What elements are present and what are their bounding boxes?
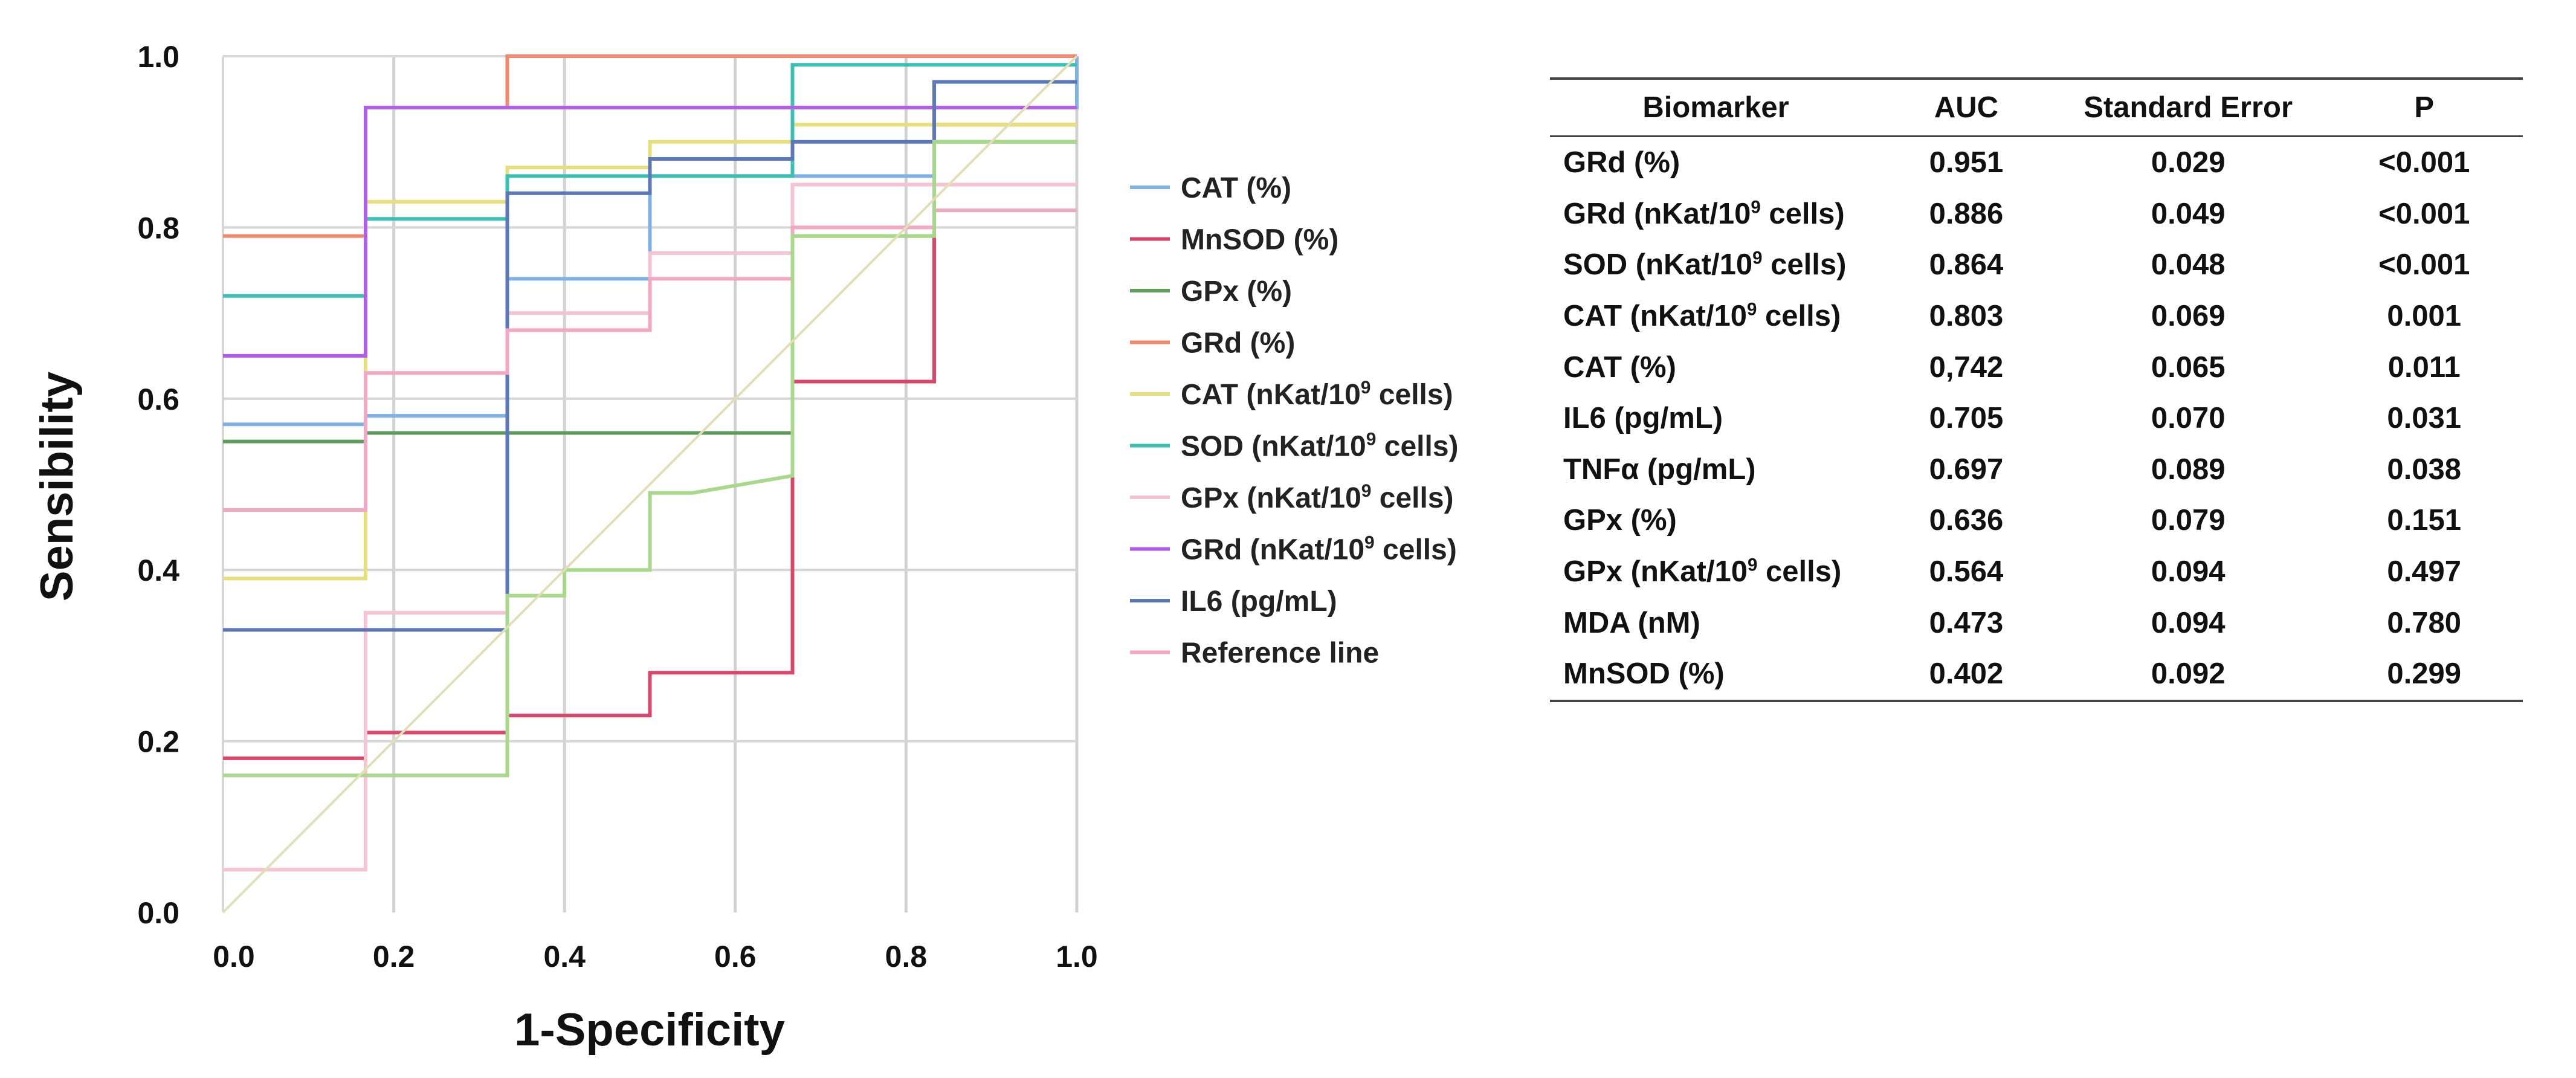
y-tick-label-0: 0.0	[137, 896, 179, 930]
cell-standard-error: 0.029	[2151, 146, 2226, 179]
legend-label-9: Reference line	[1181, 637, 1379, 670]
auc-table: Biomarker AUC Standard Error P GRd (%) 0.…	[1550, 77, 2523, 702]
x-axis-title: 1-Specificity	[514, 1004, 785, 1056]
cell-p: 0.151	[2387, 504, 2462, 537]
cell-p: 0.011	[2387, 350, 2461, 384]
x-tick-label-5: 1.0	[1056, 940, 1098, 973]
cell-auc: 0.473	[1929, 606, 2004, 639]
roc-chart: 0.0 0.2 0.4 0.6 0.8 1.0 0.0 0.2 0.4 0.6 0.8 1.0 1-Sp…	[31, 40, 1459, 1056]
y-tick-label-3: 0.6	[137, 382, 179, 416]
cell-standard-error: 0.069	[2151, 300, 2226, 333]
cell-standard-error: 0.092	[2151, 657, 2226, 691]
cell-p: 0.001	[2387, 300, 2462, 333]
cell-auc: 0,742	[1929, 350, 2004, 384]
table-row: TNFα (pg/mL) 0.697 0.089 0.038	[1550, 444, 2523, 495]
cell-p: 0.031	[2387, 402, 2462, 435]
cell-p: <0.001	[2378, 248, 2470, 282]
y-tick-label-4: 0.8	[137, 211, 179, 245]
cell-standard-error: 0.089	[2151, 453, 2226, 486]
cell-biomarker: SOD (nKat/109 cells)	[1563, 248, 1847, 282]
series-line-6	[223, 182, 1077, 872]
series-line-0	[223, 56, 1079, 427]
cell-biomarker: GRd (nKat/109 cells)	[1563, 197, 1845, 230]
cell-biomarker: IL6 (pg/mL)	[1563, 402, 1723, 435]
legend-label-4: CAT (nKat/109 cells)	[1181, 378, 1453, 411]
table-row: SOD (nKat/109 cells) 0.864 0.048 <0.001	[1550, 239, 2523, 291]
cell-p: <0.001	[2378, 146, 2470, 179]
y-axis-title: Sensibility	[31, 372, 83, 601]
cell-p: 0.038	[2387, 453, 2462, 486]
cell-standard-error: 0.048	[2151, 248, 2226, 282]
cell-biomarker: CAT (nKat/109 cells)	[1563, 299, 1841, 333]
table-row: CAT (%) 0,742 0.065 0.011	[1550, 341, 2523, 393]
x-tick-label-4: 0.8	[885, 940, 928, 973]
table-row: GPx (%) 0.636 0.079 0.151	[1550, 495, 2523, 546]
header-auc: AUC	[1934, 91, 1999, 124]
legend-label-7: GRd (nKat/109 cells)	[1181, 533, 1457, 566]
table-row: MDA (nM) 0.473 0.094 0.780	[1550, 597, 2523, 648]
y-tick-label-2: 0.4	[137, 554, 179, 587]
table-row: GPx (nKat/109 cells) 0.564 0.094 0.497	[1550, 546, 2523, 598]
cell-biomarker: CAT (%)	[1563, 350, 1676, 384]
series-line-7	[223, 106, 1077, 358]
cell-p: 0.780	[2387, 606, 2462, 639]
table-body: GRd (%) 0.951 0.029 <0.001 GRd (nKat/109 cel…	[1550, 137, 2523, 701]
table-row: CAT (nKat/109 cells) 0.803 0.069 0.001	[1550, 291, 2523, 342]
x-tick-label-0: 0.0	[213, 940, 255, 973]
table-row: IL6 (pg/mL) 0.705 0.070 0.031	[1550, 393, 2523, 444]
cell-auc: 0.951	[1929, 146, 2004, 179]
legend-label-0: CAT (%)	[1181, 172, 1291, 204]
header-biomarker: Biomarker	[1642, 91, 1789, 124]
legend-label-3: GRd (%)	[1181, 328, 1295, 360]
cell-standard-error: 0.065	[2151, 350, 2226, 384]
table-header-row: Biomarker AUC Standard Error P	[1550, 79, 2523, 137]
cell-auc: 0.705	[1929, 402, 2004, 435]
legend-label-6: GPx (nKat/109 cells)	[1181, 481, 1454, 514]
y-tick-label-1: 0.2	[137, 725, 179, 759]
cell-auc: 0.564	[1929, 555, 2004, 589]
cell-biomarker: MDA (nM)	[1563, 606, 1700, 639]
cell-auc: 0.402	[1929, 657, 2004, 691]
table-row: MnSOD (%) 0.402 0.092 0.299	[1550, 648, 2523, 701]
x-tick-label-2: 0.4	[543, 940, 586, 973]
cell-biomarker: GRd (%)	[1563, 146, 1680, 179]
x-tick-label-1: 0.2	[373, 940, 415, 973]
cell-p: 0.299	[2387, 657, 2462, 691]
legend-label-5: SOD (nKat/109 cells)	[1181, 430, 1459, 463]
cell-biomarker: GPx (nKat/109 cells)	[1563, 555, 1842, 589]
series-line-11	[222, 55, 1078, 914]
legend-label-2: GPx (%)	[1181, 276, 1292, 308]
cell-p: 0.497	[2387, 555, 2462, 589]
cell-auc: 0.697	[1929, 453, 2004, 486]
cell-auc: 0.864	[1929, 248, 2004, 282]
header-standard-error: Standard Error	[2084, 91, 2293, 124]
cell-standard-error: 0.049	[2151, 197, 2226, 230]
y-tick-label-5: 1.0	[137, 40, 179, 74]
x-tick-label-3: 0.6	[714, 940, 757, 973]
legend-label-1: MnSOD (%)	[1181, 224, 1338, 256]
legend-label-8: IL6 (pg/mL)	[1181, 586, 1337, 618]
table-row: GRd (nKat/109 cells) 0.886 0.049 <0.001	[1550, 189, 2523, 240]
cell-biomarker: GPx (%)	[1563, 504, 1677, 537]
cell-standard-error: 0.070	[2151, 402, 2226, 435]
cell-auc: 0.636	[1929, 504, 2004, 537]
header-p: P	[2414, 91, 2435, 124]
cell-standard-error: 0.094	[2151, 606, 2226, 639]
cell-standard-error: 0.079	[2151, 504, 2226, 537]
cell-biomarker: MnSOD (%)	[1563, 657, 1725, 691]
cell-standard-error: 0.094	[2151, 555, 2226, 589]
cell-auc: 0.886	[1929, 197, 2004, 230]
table-row: GRd (%) 0.951 0.029 <0.001	[1550, 137, 2523, 189]
cell-biomarker: TNFα (pg/mL)	[1563, 453, 1756, 486]
cell-p: <0.001	[2378, 197, 2470, 230]
series-line-10	[223, 140, 1077, 778]
series-line-8	[223, 80, 1077, 632]
cell-auc: 0.803	[1929, 300, 2004, 333]
